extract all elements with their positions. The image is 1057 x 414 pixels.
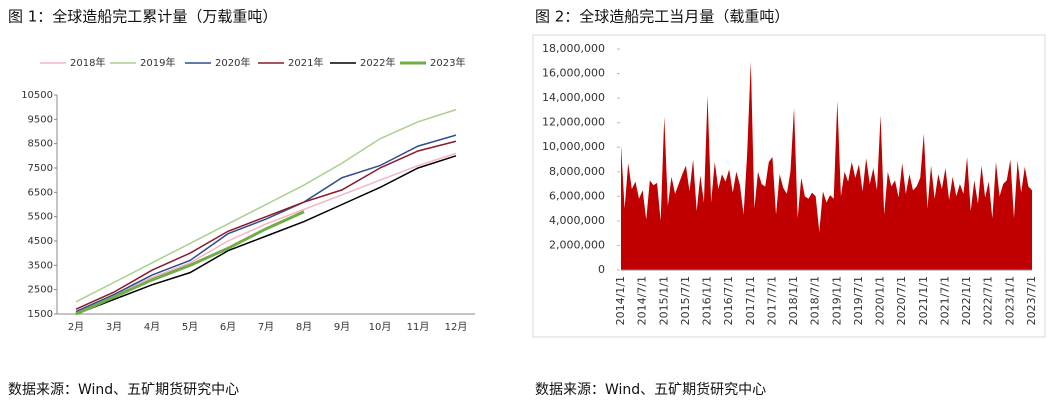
x-tick-label: 8月	[296, 321, 312, 333]
x-tick-label: 2023/7/1	[1025, 276, 1038, 325]
x-tick-label: 2月	[68, 321, 84, 333]
y-tick-label: 10500	[21, 90, 53, 101]
x-tick-label: 2016/7/1	[722, 276, 735, 325]
x-tick-label: 2018/7/1	[809, 276, 822, 325]
y-tick-label: 6500	[28, 187, 53, 198]
line	[75, 210, 305, 316]
source: 数据来源：Wind、五矿期货研究中心	[535, 381, 766, 398]
x-tick-label: 2022/1/1	[960, 276, 973, 325]
y-tick-label: 3500	[28, 260, 53, 271]
x-tick-label: 6月	[220, 321, 236, 333]
legend-label: 2020年	[215, 56, 250, 69]
y-tick-label: 4500	[28, 236, 53, 247]
area	[621, 61, 1032, 271]
y-tick-label: 0	[598, 263, 605, 276]
x-tick-label: 2022/7/1	[982, 276, 995, 325]
x-tick-label: 2017/1/1	[744, 276, 757, 325]
x-tick-label: 5月	[182, 321, 198, 333]
x-tick-label: 10月	[369, 321, 392, 333]
x-tick-label: 3月	[106, 321, 122, 333]
y-tick-label: 5500	[28, 212, 53, 223]
y-tick-label: 12,000,000	[542, 116, 605, 129]
y-tick-label: 4,000,000	[549, 214, 605, 227]
x-tick-label: 7月	[258, 321, 274, 333]
y-tick-label: 2,000,000	[549, 238, 605, 251]
x-tick-label: 12月	[445, 321, 468, 333]
legend-label: 2021年	[288, 56, 323, 69]
legend-label: 2019年	[140, 56, 175, 69]
x-tick-label: 9月	[334, 321, 350, 333]
line	[75, 108, 457, 303]
y-tick-label: 8500	[28, 139, 53, 150]
legend-label: 2022年	[360, 56, 395, 69]
chart-title: 图 1：全球造船完工累计量（万载重吨）	[8, 8, 277, 26]
x-tick-label: 2020/1/1	[874, 276, 887, 325]
y-tick-label: 14,000,000	[542, 91, 605, 104]
y-tick-label: 6,000,000	[549, 189, 605, 202]
line	[75, 140, 457, 310]
legend-label: 2023年	[430, 56, 465, 69]
x-tick-label: 2019/7/1	[852, 276, 865, 325]
x-tick-label: 2023/1/1	[1003, 276, 1016, 325]
y-tick-label: 18,000,000	[542, 42, 605, 55]
y-tick-label: 9500	[28, 114, 53, 125]
x-tick-label: 2021/7/1	[938, 276, 951, 325]
x-tick-label: 11月	[407, 321, 430, 333]
chart-title: 图 2：全球造船完工当月量（载重吨）	[535, 8, 789, 26]
y-tick-label: 1500	[28, 309, 53, 320]
line	[75, 152, 457, 313]
y-tick-label: 8,000,000	[549, 165, 605, 178]
legend-label: 2018年	[70, 56, 105, 69]
source: 数据来源：Wind、五矿期货研究中心	[8, 381, 239, 398]
x-tick-label: 4月	[144, 321, 160, 333]
line	[75, 134, 457, 313]
chart-frame	[532, 34, 1046, 338]
x-tick-label: 2015/7/1	[679, 276, 692, 325]
x-tick-label: 2017/7/1	[765, 276, 778, 325]
x-tick-label: 2020/7/1	[895, 276, 908, 325]
x-tick-label: 2016/1/1	[701, 276, 714, 325]
x-tick-label: 2019/1/1	[830, 276, 843, 325]
y-tick-label: 10,000,000	[542, 140, 605, 153]
y-tick-label: 16,000,000	[542, 67, 605, 80]
y-tick-label: 2500	[28, 285, 53, 296]
x-tick-label: 2015/1/1	[657, 276, 670, 325]
x-tick-label: 2014/7/1	[636, 276, 649, 325]
x-tick-label: 2018/1/1	[787, 276, 800, 325]
y-tick-label: 7500	[28, 163, 53, 174]
x-tick-label: 2021/1/1	[917, 276, 930, 325]
line	[75, 155, 457, 315]
x-tick-label: 2014/1/1	[614, 276, 627, 325]
